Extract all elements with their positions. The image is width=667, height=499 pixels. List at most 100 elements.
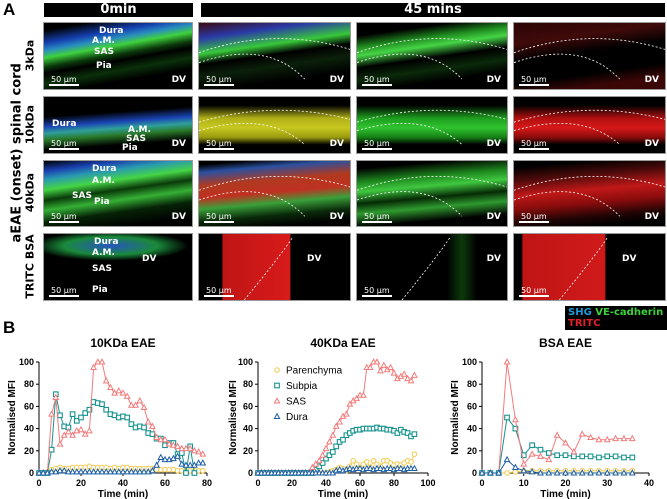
boundary-dashed-line — [357, 109, 507, 145]
data-point-dura — [478, 469, 486, 476]
row-label-3kda: 3kDa — [23, 39, 37, 72]
data-point-sas — [620, 434, 628, 442]
data-point-sas — [127, 401, 135, 408]
y-tick-label: 40 — [467, 424, 477, 434]
boundary-dashed-line — [199, 109, 350, 145]
data-point-sas — [578, 430, 586, 437]
data-point-subpia — [520, 452, 527, 459]
data-point-parenchyma — [512, 469, 519, 475]
data-point-dura — [98, 468, 106, 475]
image-panel: Dura A.M. SAS Pia DV 50 µm — [43, 96, 193, 154]
anatomy-label-sas: SAS — [72, 191, 92, 201]
data-point-dura — [186, 461, 194, 468]
y-tick-label: 60 — [24, 401, 34, 411]
data-point-subpia — [323, 455, 329, 462]
data-point-sas — [537, 452, 544, 459]
side-label: aEAE (onset) spinal cord — [9, 63, 25, 243]
dv-label: DV — [644, 212, 659, 222]
data-point-sas — [98, 358, 106, 365]
legend-label-parenchyma: Parenchyma — [286, 366, 343, 377]
dashed-path — [243, 237, 293, 300]
legend-marker-sas — [273, 397, 281, 404]
y-tick-label: 0 — [248, 468, 253, 478]
data-point-subpia — [529, 442, 535, 449]
series-line-subpia — [482, 416, 633, 474]
boundary-dashed-line — [514, 38, 665, 80]
data-point-sas — [595, 435, 603, 443]
data-point-dura — [578, 469, 586, 476]
data-point-dura — [64, 468, 72, 475]
legend-tritc: TRITC — [568, 318, 601, 329]
legend-marker-parenchyma — [274, 367, 280, 373]
data-point-dura — [397, 464, 405, 472]
data-point-sas — [570, 448, 578, 455]
data-point-parenchyma — [350, 457, 357, 464]
data-point-dura — [161, 455, 169, 463]
x-tick-label: 20 — [76, 478, 86, 488]
data-point-sas — [612, 434, 620, 442]
scale-bar: 50 µm — [49, 139, 79, 150]
dv-label: DV — [329, 75, 344, 85]
data-point-subpia — [596, 454, 602, 461]
data-point-sas — [346, 400, 354, 407]
x-tick-label: 60 — [355, 478, 365, 488]
data-point-subpia — [604, 453, 611, 460]
data-point-sas — [77, 425, 85, 433]
data-point-subpia — [69, 411, 76, 418]
data-point-sas — [410, 371, 418, 378]
data-point-subpia — [82, 410, 89, 416]
data-point-sas — [157, 435, 165, 443]
data-point-dura — [620, 469, 628, 476]
row-label-40kda: 40kDa — [23, 172, 37, 213]
data-point-sas — [322, 444, 330, 452]
data-point-dura — [195, 459, 203, 466]
data-point-subpia — [554, 452, 560, 459]
data-point-dura — [60, 466, 68, 474]
dashed-path — [199, 38, 350, 80]
dv-label: DV — [486, 212, 501, 222]
data-point-subpia — [149, 431, 156, 437]
data-point-sas — [186, 444, 194, 452]
data-point-dura — [69, 468, 77, 475]
data-point-sas — [407, 377, 415, 384]
data-point-dura — [503, 455, 511, 463]
scale-bar: 50 µm — [519, 75, 549, 86]
data-point-subpia — [621, 454, 627, 461]
boundary-dashed-line — [514, 109, 665, 145]
data-point-sas — [387, 363, 395, 371]
data-point-sas — [140, 403, 148, 411]
boundary-dashed-line — [401, 237, 451, 300]
x-tick-label: 100 — [420, 478, 435, 488]
data-point-dura — [553, 469, 561, 476]
data-point-subpia — [78, 414, 84, 421]
chart-title: 40KDa EAE — [310, 336, 375, 350]
anatomy-label-sas: SAS — [126, 134, 146, 144]
data-point-sas — [312, 460, 320, 467]
image-panel: DV 50 µm — [513, 96, 666, 154]
data-point-dura — [102, 468, 110, 475]
data-point-dura — [39, 469, 47, 476]
legend-label-dura: Dura — [286, 412, 308, 423]
data-point-sas — [520, 460, 528, 467]
data-point-dura — [570, 469, 578, 476]
image-panel: DV 50 µm — [356, 22, 508, 90]
data-point-sas — [373, 358, 381, 365]
data-point-sas — [553, 431, 561, 438]
data-point-dura — [119, 468, 127, 475]
image-panel: DV 50 µm — [513, 233, 666, 301]
y-axis-label: Normalised MFI — [228, 380, 239, 455]
data-point-dura — [511, 463, 519, 470]
x-axis-label: Time (min) — [98, 489, 148, 499]
data-point-dura — [376, 464, 384, 472]
image-panel: Dura A.M. SAS Pia DV 50 µm — [43, 22, 193, 90]
data-point-sas — [64, 428, 72, 435]
data-point-dura — [178, 460, 186, 467]
data-point-subpia — [333, 443, 340, 450]
data-point-sas — [562, 439, 569, 446]
data-point-sas — [380, 361, 388, 368]
data-point-subpia — [512, 425, 519, 432]
data-point-sas — [153, 433, 161, 440]
data-point-sas — [56, 440, 64, 447]
data-point-sas — [174, 442, 182, 449]
data-point-sas — [90, 363, 98, 371]
